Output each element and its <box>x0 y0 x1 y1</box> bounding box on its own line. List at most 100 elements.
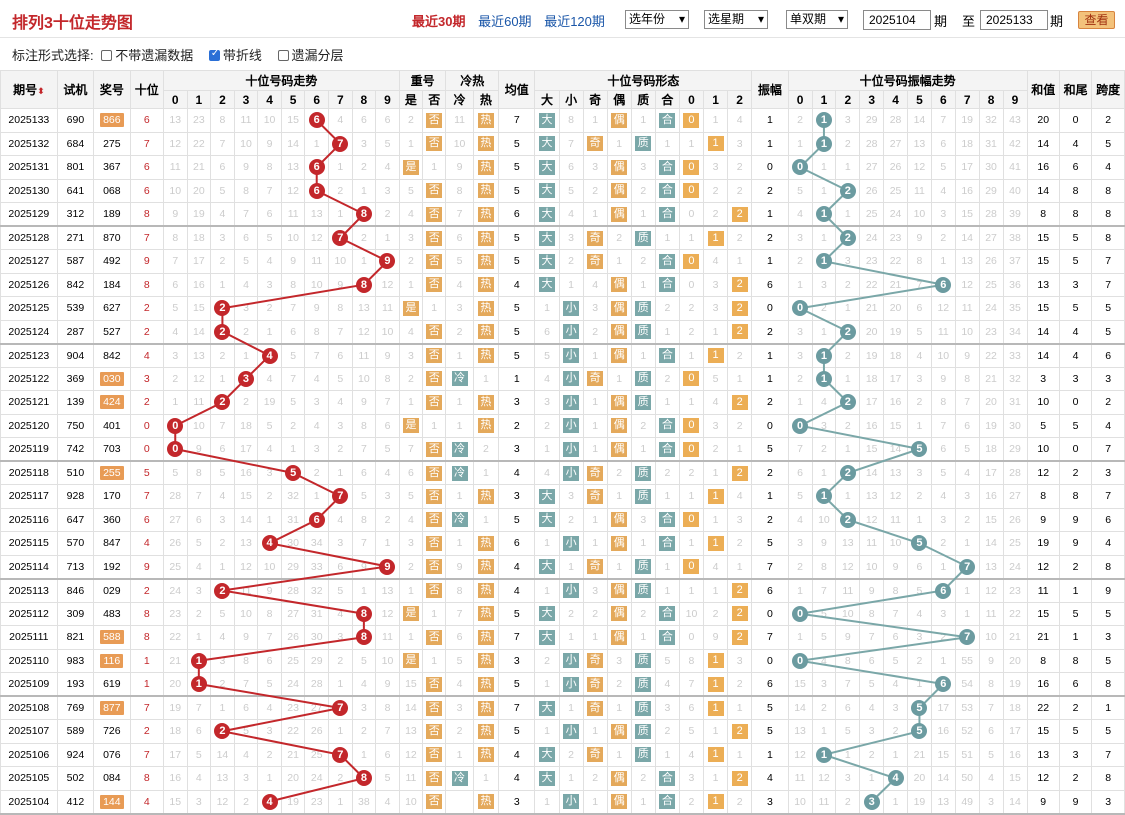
checkbox-icon[interactable] <box>277 50 289 61</box>
amp-cell: 24 <box>1002 554 1028 579</box>
checkbox-icon[interactable] <box>101 50 113 61</box>
trend-cell: 4 <box>257 789 282 814</box>
table-row: 2025133 690 866 6 13 23 8 11 10 15 6 4 6 6 2 否 11 热 7 大 8 1 偶 1… <box>0 108 1125 133</box>
trend-digit-9: 9 <box>375 90 400 109</box>
trend-cell: 7 <box>186 695 212 720</box>
from-issue-input[interactable]: 2025104 <box>863 10 931 30</box>
amp-cell: 7 <box>930 108 956 133</box>
form-cell: 1 <box>727 366 753 391</box>
avg-cell: 4 <box>498 766 536 791</box>
tag: 合 <box>659 206 676 222</box>
amp-cell: 9 <box>835 625 861 650</box>
amp-cell: 1 <box>787 625 813 650</box>
form-cell: 2 <box>727 578 753 603</box>
trend-ball: 1 <box>190 652 207 669</box>
form-cell: 大 <box>534 742 560 767</box>
chong-no-cell: 1 <box>422 413 447 438</box>
avg-cell: 3 <box>498 789 536 814</box>
amp-cell: 20 <box>883 296 908 321</box>
form-cell: 1 <box>630 789 656 814</box>
form-cell: 合 <box>654 272 680 297</box>
trend-cell: 7 <box>351 531 377 556</box>
col-issue[interactable]: 期号⬍ <box>0 70 58 109</box>
form-col-1: 小 <box>558 90 584 109</box>
hot-cell: 1 <box>472 507 500 532</box>
amp-cell: 6 <box>930 578 956 603</box>
tag: 小 <box>563 465 580 481</box>
sum-cell: 11 <box>1026 578 1060 603</box>
form-cell: 0 <box>678 155 705 180</box>
issue-cell: 2025133 <box>0 108 58 133</box>
trend-cell: 12 <box>210 789 235 814</box>
tag: 小 <box>563 723 580 739</box>
checkbox-checked-icon[interactable] <box>208 48 220 61</box>
amp-cell: 12 <box>859 507 885 532</box>
option-no-miss[interactable]: 不带遗漏数据 <box>101 48 193 63</box>
amp-cell: 25 <box>883 178 908 203</box>
weekday-select[interactable]: 选星期 <box>704 10 768 29</box>
form-cell: 1 <box>534 719 560 744</box>
cold-cell: 冷 <box>445 437 474 462</box>
tag: 偶 <box>611 606 628 622</box>
form-cell: 2 <box>727 672 753 697</box>
form-cell: 小 <box>558 437 584 462</box>
form-cell: 1 <box>558 272 584 297</box>
trend-cell: 1 <box>304 131 330 156</box>
trend-cell: 32 <box>280 484 306 509</box>
recent-120-link[interactable]: 最近120期 <box>544 14 605 29</box>
trend-cell: 3 <box>257 272 282 297</box>
sw-cell: 7 <box>129 695 164 720</box>
form-cell: 2 <box>727 178 753 203</box>
form-cell: 1 <box>606 366 632 391</box>
trend-cell: 11 <box>280 202 306 227</box>
odd-even-select[interactable]: 单双期 <box>786 10 848 29</box>
trend-cell: 1 <box>186 672 212 697</box>
tail-cell: 5 <box>1058 601 1093 626</box>
chong-yes-cell: 4 <box>398 319 424 344</box>
chong-yes-cell: 是 <box>398 296 424 321</box>
trend-cell: 3 <box>233 296 259 321</box>
trend-cell: 2 <box>162 366 188 391</box>
form-cell: 质 <box>630 484 656 509</box>
amp-value-cell: 1 <box>751 108 789 133</box>
amp-cell: 2 <box>835 178 861 203</box>
form-cell: 大 <box>534 484 560 509</box>
sw-cell: 9 <box>129 249 164 274</box>
sort-icon[interactable]: ⬍ <box>37 86 45 96</box>
trend-ball: 6 <box>308 112 325 129</box>
form-cell: 7 <box>558 131 584 156</box>
query-button[interactable]: 查看 <box>1078 11 1115 29</box>
option-line[interactable]: 带折线 <box>208 48 262 63</box>
table-row: 2025108 769 877 7 19 7 1 6 4 23 27 7 3 8 14 否 3 热 7 大 1 奇 1 质 3 6… <box>0 695 1125 720</box>
trend-cell: 25 <box>280 648 306 673</box>
trend-cell: 7 <box>210 413 235 438</box>
amp-cell: 3 <box>907 366 932 391</box>
jh-cell: 703 <box>93 437 131 462</box>
form-cell: 1 <box>630 343 656 368</box>
cold-cell: 1 <box>445 390 474 415</box>
trend-cell: 1 <box>328 460 353 485</box>
col-issue-label: 期号 <box>13 83 38 97</box>
hot-cell: 热 <box>472 531 500 556</box>
amp-value-cell: 6 <box>751 578 789 603</box>
recent-60-link[interactable]: 最近60期 <box>478 14 532 29</box>
amp-cell: 5 <box>907 319 932 344</box>
to-issue-input[interactable]: 2025133 <box>980 10 1048 30</box>
table-row: 2025128 271 870 7 8 18 3 6 5 10 12 7 2 1 3 否 6 热 5 大 3 奇 2 质 1 1 1… <box>0 225 1125 250</box>
amp-value-cell: 0 <box>751 601 789 626</box>
option-layer[interactable]: 遗漏分层 <box>277 48 344 63</box>
recent-30-link[interactable]: 最近30期 <box>412 14 466 29</box>
year-select[interactable]: 选年份 <box>625 10 689 29</box>
tag: 否 <box>426 723 443 739</box>
trend-ball: 4 <box>261 793 278 810</box>
issue-cell: 2025104 <box>0 789 58 814</box>
amp-cell: 30 <box>978 155 1004 180</box>
amp-cell: 5 <box>883 648 908 673</box>
amp-cell: 38 <box>1002 225 1028 250</box>
tag: 奇 <box>587 136 604 152</box>
hot-cell: 热 <box>472 249 500 274</box>
sw-cell: 6 <box>129 178 164 203</box>
tag: 1 <box>707 747 724 763</box>
form-cell: 奇 <box>582 695 608 720</box>
amp-ball: 1 <box>815 112 832 129</box>
